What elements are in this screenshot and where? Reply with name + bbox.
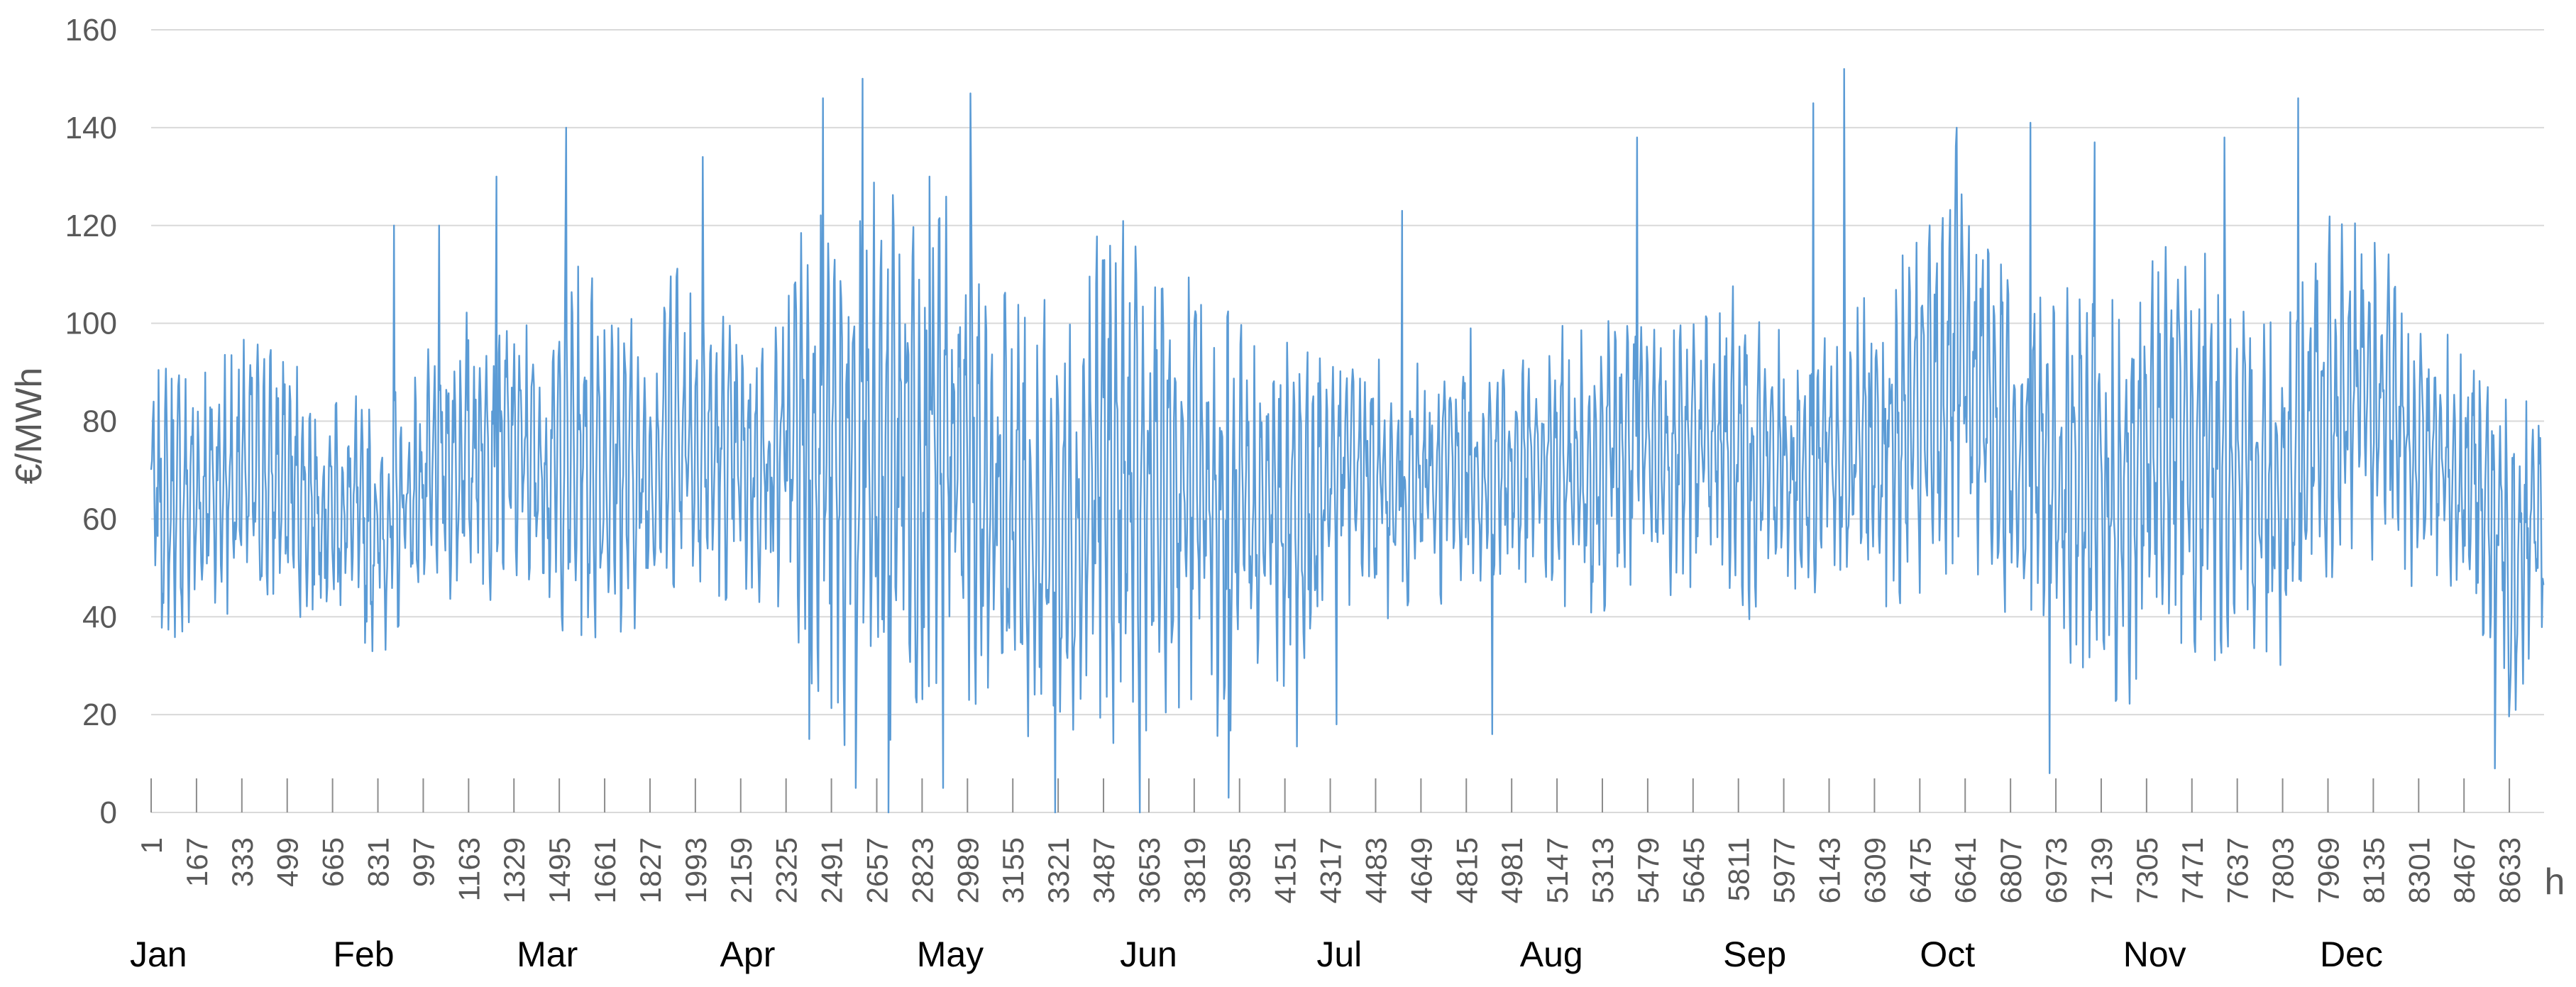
x-tick-label: 4815 bbox=[1450, 837, 1483, 903]
price-line bbox=[150, 68, 2545, 814]
x-tick-label: 2325 bbox=[770, 837, 803, 903]
x-tick-label: 7637 bbox=[2221, 837, 2255, 903]
x-tick-label: 7471 bbox=[2176, 837, 2209, 903]
month-label: Nov bbox=[2123, 934, 2186, 974]
x-tick-label: 1993 bbox=[679, 837, 712, 903]
x-tick-label: 1495 bbox=[543, 837, 576, 903]
month-label: Jul bbox=[1316, 934, 1362, 974]
x-tick-label: 1163 bbox=[452, 837, 485, 901]
y-tick-label: 40 bbox=[82, 600, 117, 634]
y-tick-label: 160 bbox=[65, 13, 117, 48]
month-labels: Jan Feb Mar Apr May Jun Jul Aug Sep Oct Nov Dec bbox=[130, 934, 2383, 974]
x-tick-label: 4649 bbox=[1404, 837, 1438, 903]
x-tick-label: 7139 bbox=[2085, 837, 2118, 903]
month-label: May bbox=[917, 934, 984, 974]
x-tick-label: 6807 bbox=[1994, 837, 2027, 903]
x-tick-labels: 1 167 333 499 665 831 997 1163 1329 1495 1661 1827 1… bbox=[135, 837, 2526, 903]
x-tick-label: 3321 bbox=[1042, 837, 1075, 903]
month-label: Oct bbox=[1920, 934, 1975, 974]
x-tick-label: 3985 bbox=[1223, 837, 1257, 903]
x-tick-label: 1827 bbox=[634, 837, 667, 903]
x-tick-label: 665 bbox=[317, 837, 350, 887]
x-tick-label: 3819 bbox=[1178, 837, 1211, 903]
x-tick-label: 3653 bbox=[1133, 837, 1166, 903]
x-tick-label: 6641 bbox=[1949, 837, 1982, 903]
x-tick-label: 3155 bbox=[996, 837, 1030, 903]
x-tick-label: 6475 bbox=[1903, 837, 1937, 903]
x-tick-label: 499 bbox=[271, 837, 304, 887]
y-tick-label: 60 bbox=[82, 502, 117, 536]
month-label: Sep bbox=[1723, 934, 1786, 974]
y-tick-label: 0 bbox=[100, 795, 117, 830]
x-tick-label: 333 bbox=[226, 837, 259, 887]
x-tick-label: 6309 bbox=[1858, 837, 1891, 903]
x-tick-label: 1661 bbox=[588, 837, 622, 903]
y-tick-labels: 0 20 40 60 80 100 120 140 160 bbox=[65, 13, 117, 830]
x-tick-label: 2989 bbox=[951, 837, 984, 903]
y-tick-label: 120 bbox=[65, 209, 117, 243]
y-tick-label: 20 bbox=[82, 697, 117, 732]
x-axis bbox=[150, 778, 2544, 813]
y-axis-label: €/MWh bbox=[9, 368, 50, 485]
x-tick-label: 5811 bbox=[1722, 837, 1756, 901]
x-tick-label: 167 bbox=[180, 837, 214, 887]
x-tick-label: 8633 bbox=[2493, 837, 2526, 903]
x-tick-label: 8301 bbox=[2402, 837, 2435, 903]
x-tick-label: 5313 bbox=[1586, 837, 1619, 903]
x-tick-label: 7803 bbox=[2267, 837, 2300, 903]
x-tick-label: 5147 bbox=[1541, 837, 1574, 903]
month-label: Jun bbox=[1120, 934, 1177, 974]
month-label: Feb bbox=[333, 934, 394, 974]
x-tick-label: 1329 bbox=[497, 837, 531, 903]
x-tick-label: 6973 bbox=[2040, 837, 2073, 903]
x-tick-label: 2657 bbox=[860, 837, 893, 903]
month-label: Dec bbox=[2320, 934, 2383, 974]
x-tick-label: 831 bbox=[362, 837, 395, 887]
x-tick-label: 4151 bbox=[1269, 837, 1302, 903]
x-tick-label: 5977 bbox=[1768, 837, 1801, 903]
x-tick-label: 8467 bbox=[2448, 837, 2481, 903]
x-tick-label: 2491 bbox=[815, 837, 849, 903]
x-axis-label: h bbox=[2545, 861, 2565, 903]
month-label: Apr bbox=[720, 934, 776, 974]
x-tick-label: 3487 bbox=[1087, 837, 1121, 903]
x-tick-label: 7305 bbox=[2130, 837, 2164, 903]
price-series bbox=[150, 68, 2545, 814]
x-tick-label: 997 bbox=[407, 837, 440, 887]
month-label: Jan bbox=[130, 934, 187, 974]
x-tick-label: 4981 bbox=[1495, 837, 1529, 903]
x-tick-label: 7969 bbox=[2311, 837, 2345, 903]
x-tick-label: 4317 bbox=[1314, 837, 1348, 903]
x-tick-label: 2159 bbox=[725, 837, 758, 903]
x-tick-label: 8135 bbox=[2357, 837, 2390, 903]
month-label: Aug bbox=[1520, 934, 1583, 974]
x-tick-label: 5479 bbox=[1631, 837, 1665, 903]
x-tick-label: 4483 bbox=[1359, 837, 1392, 903]
x-tick-label: 1 bbox=[135, 837, 168, 854]
x-tick-label: 6143 bbox=[1813, 837, 1846, 903]
y-tick-label: 100 bbox=[65, 307, 117, 341]
month-label: Mar bbox=[517, 934, 578, 974]
y-tick-label: 140 bbox=[65, 111, 117, 145]
x-tick-label: 5645 bbox=[1677, 837, 1710, 903]
x-tick-label: 2823 bbox=[906, 837, 939, 903]
y-tick-label: 80 bbox=[82, 404, 117, 439]
